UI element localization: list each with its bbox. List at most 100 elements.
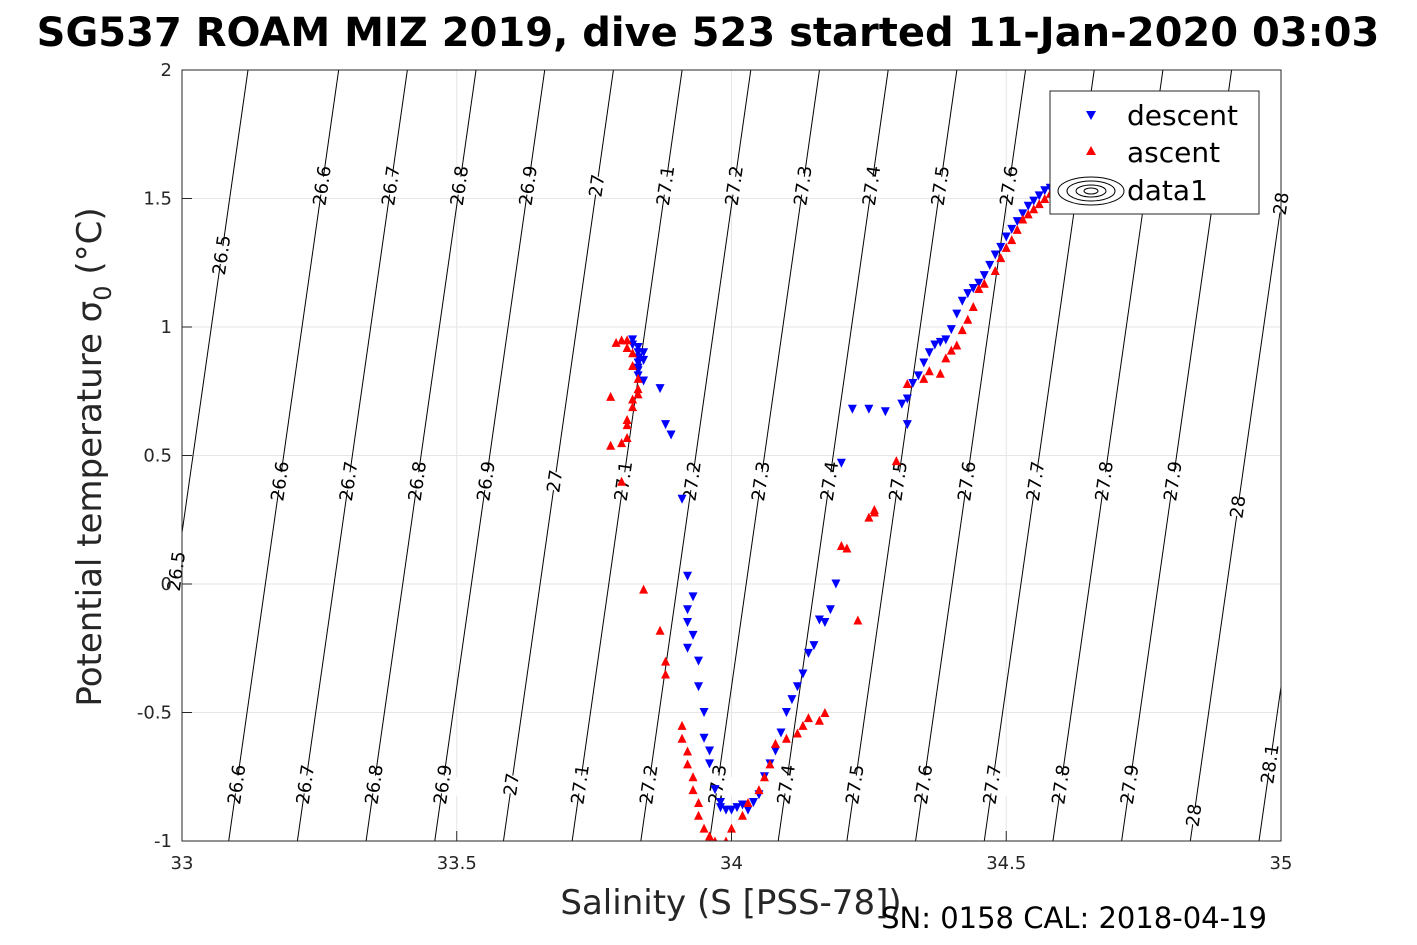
isopycnal-line (709, 70, 820, 841)
descent-point (996, 242, 1006, 252)
isopycnal-label-gap (917, 173, 964, 198)
descent-point (825, 605, 835, 615)
descent-point (935, 337, 945, 347)
descent-point (1040, 186, 1050, 196)
descent-point (1001, 232, 1011, 242)
descent-point (979, 271, 989, 281)
ascent-point (1007, 235, 1017, 245)
ascent-point (1029, 204, 1039, 214)
descent-point (776, 728, 786, 738)
descent-point (946, 325, 956, 335)
isopycnal-label-gap (875, 469, 922, 494)
descent-point (1034, 191, 1044, 201)
descent-point (710, 785, 720, 795)
ascent-point (957, 325, 967, 335)
ascent-point (617, 476, 627, 486)
descent-point (814, 615, 824, 625)
isopycnal-label-gap (1246, 751, 1294, 776)
descent-point (924, 348, 934, 358)
y-tick-label: 2 (161, 60, 172, 81)
descent-point (639, 376, 649, 386)
isopycnal-label: 28 (1226, 494, 1250, 520)
ascent-point (694, 797, 704, 807)
descent-point (952, 309, 962, 319)
isopycnal-line (777, 70, 889, 841)
ascent-point (606, 440, 616, 450)
isopycnal-line (296, 70, 408, 841)
ascent-point (864, 512, 874, 522)
isopycnal-label-gap (325, 469, 372, 494)
isopycnal-label-gap (463, 469, 510, 494)
legend-descent-label: descent (1127, 99, 1238, 132)
isopycnal-label-gap (711, 173, 758, 198)
legend-contour-icon (1057, 176, 1125, 206)
descent-point (655, 384, 665, 394)
y-axis-label-main: Potential temperature (70, 322, 110, 706)
ascent-point (661, 669, 671, 679)
x-tick-label: 33.5 (437, 853, 477, 874)
chart-title: SG537 ROAM MIZ 2019, dive 523 started 11… (37, 10, 1380, 56)
isopycnal-label-gap (213, 772, 260, 797)
ascent-point (622, 433, 632, 443)
isopycnal-label-gap (985, 173, 1033, 198)
ascent-point (617, 335, 627, 345)
isopycnal-line (1258, 683, 1281, 841)
y-axis-label-unit: (°C) (70, 207, 110, 285)
ascent-point (628, 361, 638, 371)
isopycnal-label-gap (1149, 469, 1197, 494)
ascent-point (754, 785, 764, 795)
isopycnal-label-gap (848, 173, 895, 198)
ascent-point (633, 373, 643, 383)
descent-point (666, 430, 676, 440)
descent-point (1012, 217, 1022, 227)
x-tick-label: 34 (720, 853, 743, 874)
descent-point (897, 399, 907, 409)
ascent-point (1012, 224, 1022, 234)
legend-data1-label: data1 (1127, 174, 1208, 207)
descent-point (908, 379, 918, 389)
descent-point (699, 733, 709, 743)
y-tick-label: -1 (154, 831, 172, 852)
descent-point (705, 759, 715, 769)
isopycnal-label-gap (806, 469, 853, 494)
sensor-footer: SN: 0158 CAL: 2018-04-19 (881, 901, 1267, 935)
descent-point (957, 296, 967, 306)
ascent-point (891, 456, 901, 466)
isopycnal-label-gap (1037, 772, 1085, 797)
descent-point (683, 643, 693, 653)
isopycnal-contours (182, 70, 1281, 841)
descent-point (716, 803, 726, 813)
ascent-point (974, 283, 984, 293)
ascent-point (935, 368, 945, 378)
ascent-point (639, 584, 649, 594)
isopycnal-label-gap (282, 772, 329, 797)
isopycnal-line (502, 70, 614, 841)
ascent-point (792, 728, 802, 738)
ascent-point (990, 265, 1000, 275)
isopycnal-label-gap (831, 772, 879, 797)
isopycnal-label-gap (488, 772, 535, 797)
isopycnal-line (640, 70, 752, 841)
isopycnal-label-gap (394, 469, 441, 494)
isopycnal-label-gap (1012, 469, 1059, 494)
ascent-point (1023, 209, 1033, 219)
descent-point (633, 343, 643, 353)
y-tick-label: 0 (161, 574, 172, 595)
isopycnal-label-gap (256, 469, 304, 494)
descent-point (699, 708, 709, 717)
descent-point (902, 420, 912, 430)
descent-point (683, 571, 693, 581)
ascent-point (869, 504, 879, 514)
descent-point (820, 618, 830, 628)
descent-point (1029, 196, 1039, 206)
ascent-point (633, 384, 643, 394)
descent-point (836, 458, 846, 468)
isopycnal-label-gap (1081, 469, 1128, 494)
descent-point (880, 407, 890, 417)
isopycnal-label-gap (419, 772, 466, 797)
descent-point (639, 348, 649, 358)
x-tick-label: 35 (1270, 853, 1293, 874)
ascent-point (677, 733, 687, 743)
descent-point (941, 335, 951, 345)
axis-ticks: 33 33.5 34 34.5 35 -1 -0.5 0 0.5 1 1.5 2 (137, 60, 1293, 874)
